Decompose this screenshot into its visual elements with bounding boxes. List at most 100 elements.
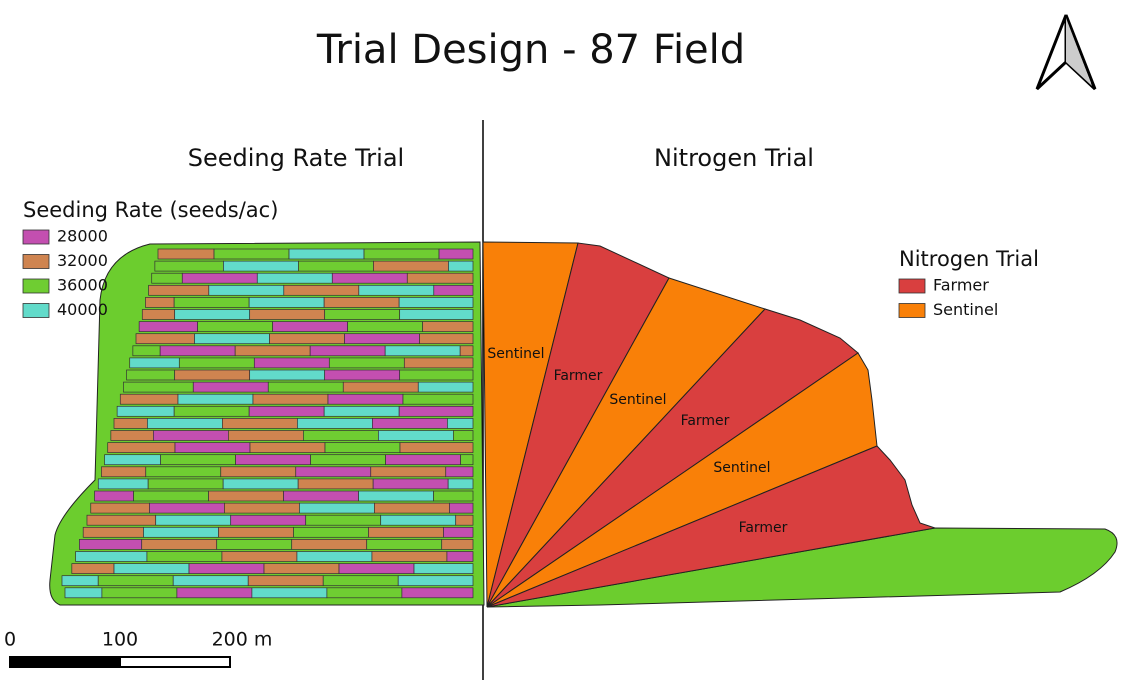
wedge-label: Sentinel	[713, 460, 770, 476]
plot	[283, 284, 360, 296]
plot	[230, 514, 307, 526]
plot	[358, 284, 435, 296]
plot	[113, 563, 190, 574]
plot	[403, 357, 474, 369]
plot	[223, 260, 299, 272]
legend-title: Seeding Rate (seeds/ac)	[23, 198, 278, 222]
plot	[288, 248, 365, 260]
plot	[449, 502, 474, 514]
plot	[208, 490, 284, 502]
plot	[123, 381, 194, 393]
scale-bar: 0 100 200 m	[4, 629, 272, 668]
legend-label: Farmer	[933, 276, 989, 295]
plot	[398, 405, 474, 417]
plot	[177, 393, 254, 405]
plot	[323, 405, 400, 417]
plot	[399, 369, 474, 381]
panel-title: Seeding Rate Trial	[188, 144, 404, 172]
plot	[438, 248, 474, 260]
plot	[104, 454, 161, 466]
plot	[194, 333, 270, 345]
plot	[178, 357, 255, 369]
plot	[247, 575, 324, 587]
plot	[160, 454, 236, 466]
plot	[174, 369, 251, 381]
wedge-label: Farmer	[554, 368, 603, 384]
plot	[75, 551, 148, 562]
plots	[61, 248, 474, 599]
plot	[295, 466, 372, 478]
plot	[299, 502, 375, 514]
plot	[344, 333, 420, 345]
plot	[155, 514, 232, 526]
plot	[110, 430, 154, 441]
plot	[324, 309, 401, 320]
plot	[455, 514, 474, 526]
legend-swatch	[22, 303, 50, 318]
plot	[372, 418, 448, 429]
plot	[159, 345, 236, 357]
plot	[443, 526, 474, 538]
scale-label: 200 m	[212, 629, 273, 651]
plot	[222, 418, 298, 429]
plot	[192, 381, 269, 393]
plot	[174, 309, 251, 320]
plot	[188, 563, 265, 574]
plot	[216, 539, 293, 550]
scale-label: 100	[102, 629, 138, 651]
plot	[342, 381, 419, 393]
plot	[253, 357, 330, 369]
plot	[248, 297, 325, 308]
legends: Seeding Rate (seeds/ac) 28000 32000 36000 40…	[22, 198, 1039, 319]
plot	[249, 369, 326, 381]
plot	[133, 490, 209, 502]
plot	[322, 575, 399, 587]
plot	[97, 478, 149, 490]
plot	[145, 297, 175, 308]
plot	[228, 430, 304, 441]
plot	[97, 575, 174, 587]
plot	[154, 260, 224, 272]
plot	[305, 514, 382, 526]
plot	[399, 309, 474, 320]
plot	[324, 442, 401, 453]
plot	[129, 357, 180, 369]
wedge	[486, 445, 936, 608]
plot	[309, 345, 386, 357]
plot	[378, 430, 454, 441]
plot	[303, 430, 379, 441]
plot	[323, 297, 400, 308]
plot	[234, 345, 311, 357]
map-title: Trial Design - 87 Field	[316, 27, 745, 73]
plot	[224, 502, 300, 514]
legend-swatch	[898, 278, 926, 294]
plot	[459, 345, 474, 357]
plot	[338, 563, 415, 574]
plot	[298, 260, 374, 272]
plot	[141, 309, 176, 320]
legend-swatch	[22, 254, 50, 269]
plot	[141, 539, 218, 550]
plot	[71, 563, 115, 574]
plot	[149, 502, 225, 514]
plot	[157, 248, 215, 260]
plot	[419, 333, 474, 345]
plot	[173, 405, 250, 417]
plot	[366, 539, 443, 550]
plot	[399, 442, 474, 453]
plot	[181, 272, 258, 284]
plot	[90, 502, 150, 514]
plot	[86, 514, 157, 526]
plot	[172, 575, 249, 587]
plot	[372, 478, 449, 490]
legend-swatch	[898, 303, 926, 318]
plot	[413, 563, 474, 574]
plot	[380, 514, 457, 526]
plot	[460, 454, 474, 466]
plot	[447, 478, 474, 490]
plot	[64, 587, 103, 599]
plot	[328, 357, 405, 369]
plot	[297, 478, 374, 490]
plot	[447, 418, 474, 429]
